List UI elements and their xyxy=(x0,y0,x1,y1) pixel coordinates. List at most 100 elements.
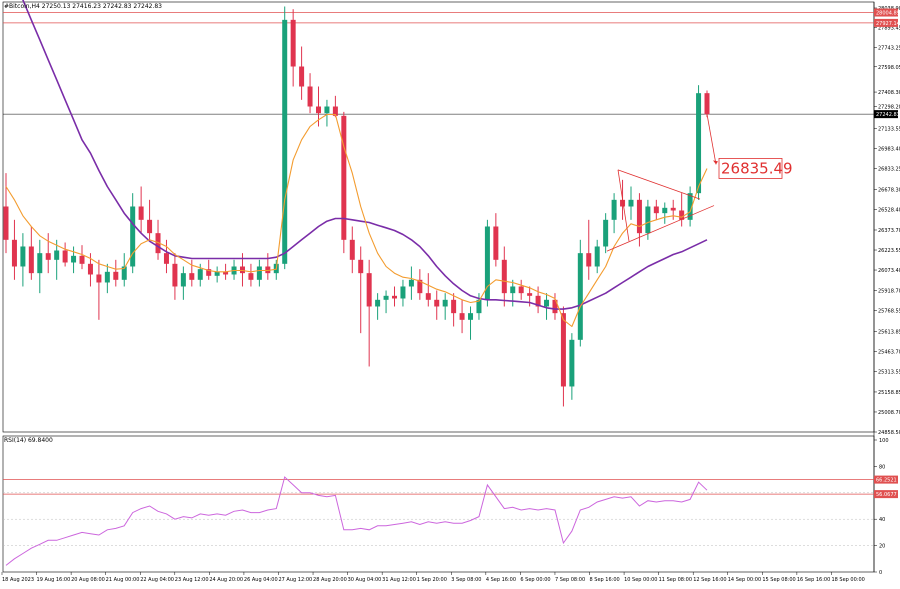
candle xyxy=(20,233,26,287)
candle xyxy=(332,95,338,118)
candle xyxy=(307,73,313,114)
rsi-level-box xyxy=(874,490,898,499)
candle xyxy=(248,263,254,287)
candle xyxy=(375,293,381,320)
time-tick-label: 16 Sep 16:00 xyxy=(797,577,830,583)
candle xyxy=(552,293,558,320)
candle xyxy=(214,266,220,283)
candle-body xyxy=(425,293,431,300)
time-tick-label: 14 Sep 00:00 xyxy=(728,577,761,583)
candle xyxy=(586,219,592,280)
rsi-level-label: 56.0677 xyxy=(876,492,897,498)
candle xyxy=(611,193,617,234)
candle-body xyxy=(315,106,321,114)
time-tick-label: 8 Sep 16:00 xyxy=(590,577,620,583)
triangle-side-line xyxy=(617,169,630,242)
candle-body xyxy=(586,253,592,267)
candle xyxy=(113,259,119,287)
candle-body xyxy=(662,207,668,214)
target-price-label: 26835.49 xyxy=(721,159,793,177)
candle xyxy=(383,290,389,314)
price-tick-label: 26983.40 xyxy=(878,147,900,153)
candle-body xyxy=(282,19,288,264)
candle xyxy=(3,173,9,254)
candle-body xyxy=(138,206,144,220)
candle-body xyxy=(113,271,119,280)
candle xyxy=(628,186,634,220)
candle xyxy=(417,269,423,300)
rsi-tick-label: 40 xyxy=(879,517,885,523)
candle-body xyxy=(163,253,169,264)
candle xyxy=(484,219,490,307)
candle-body xyxy=(434,299,440,307)
candle xyxy=(518,279,524,300)
candle-body xyxy=(104,271,110,283)
candle-body xyxy=(54,250,60,260)
candle-body xyxy=(299,66,305,87)
candle xyxy=(392,286,398,307)
candle-body xyxy=(248,273,254,280)
candle xyxy=(147,199,153,240)
candle xyxy=(653,199,659,220)
candle-body xyxy=(611,199,617,220)
candle-body xyxy=(493,226,499,260)
candle xyxy=(459,299,465,334)
rsi-level-label: 66.2521 xyxy=(876,478,897,484)
resistance-label-box xyxy=(874,18,898,27)
resistance-label: 27927.14 xyxy=(876,21,900,27)
candle xyxy=(569,333,575,400)
candle xyxy=(45,233,51,274)
candle xyxy=(37,239,43,294)
price-tick-label: 25313.55 xyxy=(878,369,900,375)
time-tick-label: 19 Aug 16:00 xyxy=(37,577,71,583)
candle xyxy=(62,242,68,267)
time-tick-label: 3 Sep 08:00 xyxy=(451,577,481,583)
candle-body xyxy=(501,259,507,294)
time-tick-label: 21 Aug 00:00 xyxy=(106,577,140,583)
candle-body xyxy=(79,255,85,264)
time-tick-label: 11 Sep 08:00 xyxy=(659,577,692,583)
resistance-label-box xyxy=(874,8,898,17)
time-tick-label: 30 Aug 04:00 xyxy=(348,577,382,583)
candle-body xyxy=(20,246,26,267)
rsi-tick-label: 100 xyxy=(879,438,889,444)
candle xyxy=(324,99,330,127)
candle-body xyxy=(594,246,600,267)
price-tick-label: 27298.20 xyxy=(878,105,900,111)
symbol-label: #Bitcoin,H4 xyxy=(4,3,40,10)
candle-body xyxy=(408,279,414,287)
candle-body xyxy=(392,295,398,299)
candle xyxy=(341,111,347,254)
time-tick-label: 1 Sep 20:00 xyxy=(417,577,447,583)
candle-body xyxy=(535,295,541,307)
time-tick-label: 7 Sep 08:00 xyxy=(555,577,585,583)
candle-body xyxy=(687,193,693,220)
candle xyxy=(704,90,710,118)
candle xyxy=(603,213,609,254)
candle xyxy=(163,239,169,274)
candle-body xyxy=(560,313,566,387)
price-tick-label: 26223.55 xyxy=(878,248,900,254)
candle-body xyxy=(476,299,482,314)
candle xyxy=(400,279,406,307)
candle xyxy=(155,219,161,260)
candle-body xyxy=(417,279,423,294)
candle-body xyxy=(400,286,406,299)
target-label-box xyxy=(718,158,783,179)
candle-body xyxy=(265,266,271,274)
candle xyxy=(434,290,440,320)
candle xyxy=(645,199,651,240)
candle-body xyxy=(645,206,651,234)
candle xyxy=(425,273,431,307)
candle xyxy=(256,259,262,287)
time-tick-label: 15 Sep 08:00 xyxy=(762,577,795,583)
candle-body xyxy=(147,219,153,234)
candle xyxy=(299,46,305,100)
candle-body xyxy=(96,274,102,283)
candle xyxy=(408,266,414,300)
candle xyxy=(11,219,17,280)
time-tick-label: 18 Sep 00:00 xyxy=(831,577,864,583)
price-tick-label: 25158.85 xyxy=(878,390,900,396)
time-tick-label: 23 Aug 12:00 xyxy=(175,577,209,583)
